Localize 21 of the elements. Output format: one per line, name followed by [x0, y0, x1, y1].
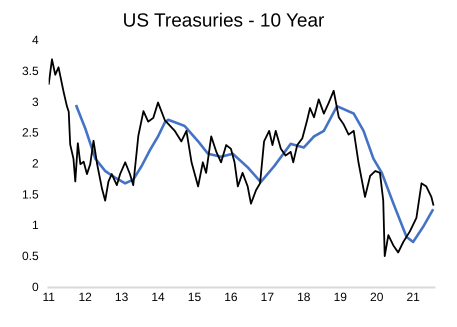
y-tick-label: 3.5: [22, 64, 39, 78]
x-tick-label: 21: [406, 290, 420, 304]
x-tick-label: 14: [151, 290, 166, 304]
x-tick-label: 20: [370, 290, 384, 304]
y-tick-label: 0: [32, 280, 39, 294]
y-tick-label: 1.5: [22, 187, 39, 202]
y-tick-label: 0.5: [22, 249, 39, 264]
x-tick-label: 15: [188, 290, 202, 304]
chart-title: US Treasuries - 10 Year: [122, 10, 326, 32]
y-tick-label: 2.5: [22, 126, 39, 140]
x-tick-label: 13: [114, 290, 129, 304]
y-tick-label: 4: [32, 33, 39, 48]
x-tick-label: 19: [334, 290, 348, 304]
y-tick-label: 1: [32, 218, 39, 232]
x-tick-label: 18: [297, 290, 311, 304]
y-tick-label: 3: [32, 94, 39, 109]
x-tick-label: 17: [260, 290, 274, 304]
y-tick-label: 2: [32, 156, 39, 171]
x-tick-label: 16: [224, 290, 238, 304]
x-tick-label: 11: [42, 290, 56, 304]
x-tick-label: 12: [78, 290, 92, 304]
